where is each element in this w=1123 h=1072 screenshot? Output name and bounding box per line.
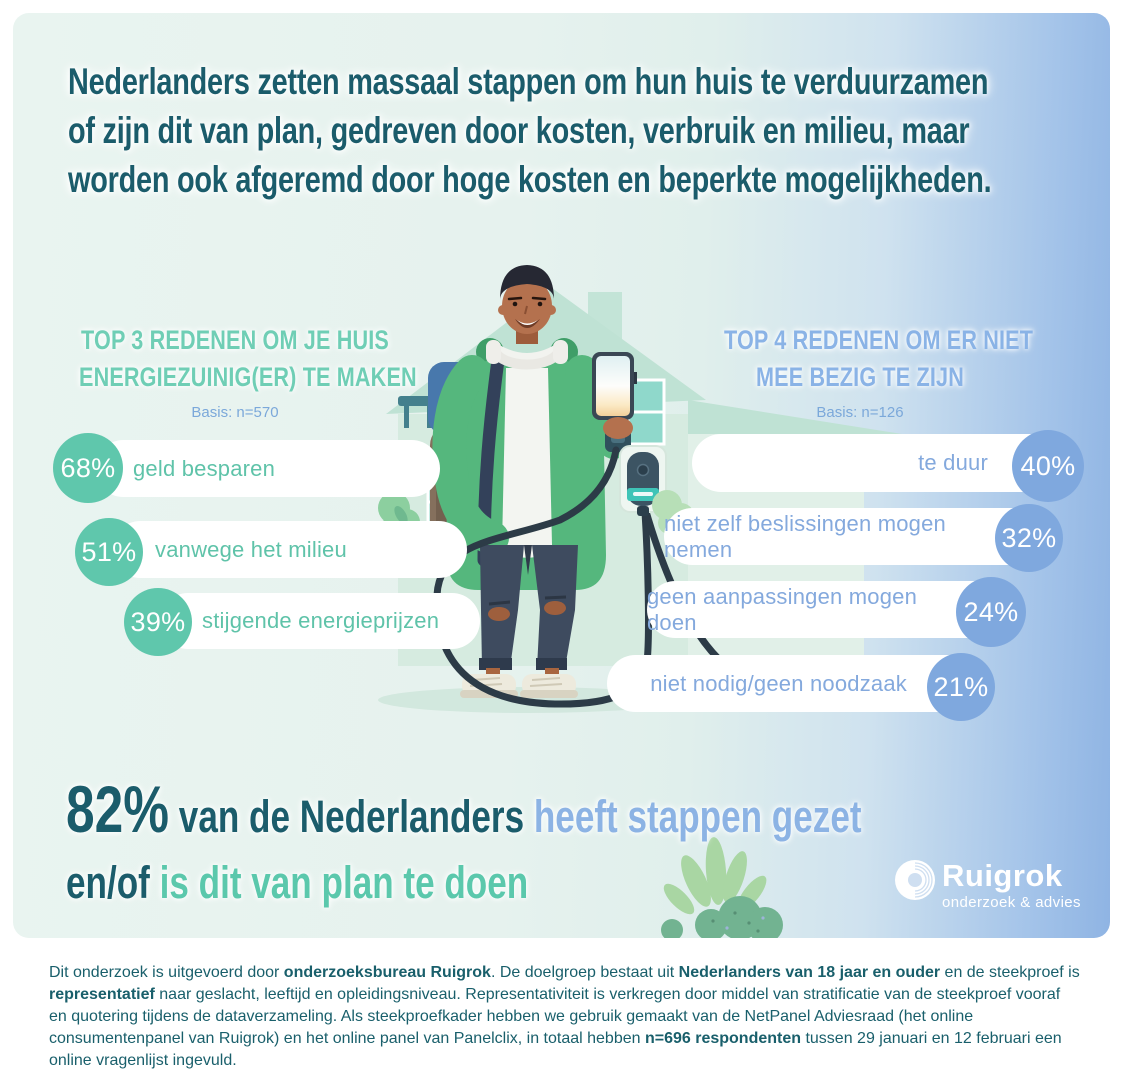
footnote-segment: . De doelgroep bestaat uit [490, 964, 679, 981]
headline-line-3: worden ook afgeremd door hoge kosten en … [68, 159, 992, 200]
percentage-value: 21% [933, 671, 989, 702]
smartphone-in-hand [592, 352, 637, 452]
percentage-bubble-right-3: 24% [956, 577, 1026, 647]
percentage-bubble-left-2: 51% [75, 518, 143, 586]
ruigrok-logo: Ruigrok onderzoek & advies [894, 859, 1081, 912]
conclusion-text-1: van de Nederlanders [178, 791, 525, 842]
headline-line-2: of zijn dit van plan, gedreven door kost… [68, 110, 970, 151]
footnote-segment-bold: representatief [49, 986, 155, 1003]
percentage-value: 40% [1020, 450, 1076, 481]
conclusion-text-3: en/of [66, 857, 150, 908]
methodology-footnote: Dit onderzoek is uitgevoerd door onderzo… [49, 962, 1081, 1072]
reason-label: geld besparen [133, 455, 276, 481]
percentage-value: 51% [81, 536, 137, 567]
reason-pill-left-3: stijgende energieprijzen [160, 593, 480, 649]
percentage-bubble-right-2: 32% [995, 504, 1063, 572]
headline-line-1: Nederlanders zetten massaal stappen om h… [68, 61, 989, 102]
reason-label: geen aanpassingen mogen doen [647, 583, 918, 635]
infographic-card: Nederlanders zetten massaal stappen om h… [13, 13, 1110, 938]
reason-label: stijgende energieprijzen [202, 608, 440, 633]
conclusion-percentage: 82% [66, 772, 170, 846]
left-heading-line-2: ENERGIEZUINIG(ER) TE MAKEN [79, 362, 417, 392]
conclusion-line-1: 82% van de Nederlanders heeft stappen ge… [66, 770, 862, 856]
footnote-segment-bold: Nederlanders van 18 jaar en ouder [678, 964, 941, 981]
logo-name: Ruigrok [942, 858, 1063, 893]
percentage-bubble-left-3: 39% [124, 588, 192, 656]
percentage-bubble-left-1: 68% [53, 433, 123, 503]
bushes-bottom-center [661, 837, 783, 938]
reason-pill-right-2: niet zelf beslissingen mogen nemen [664, 508, 1051, 565]
left-basis-label: Basis: n=570 [191, 404, 279, 421]
logo-tagline: onderzoek & advies [942, 894, 1081, 911]
reason-label: niet nodig/geen noodzaak [650, 670, 907, 696]
ruigrok-logo-icon [895, 860, 935, 900]
right-heading-line-2: MEE BEZIG TE ZIJN [756, 362, 964, 392]
ev-charger-wallbox [619, 445, 667, 516]
footnote-segment-bold: n=696 respondenten [644, 1030, 802, 1047]
percentage-bubble-right-1: 40% [1012, 430, 1084, 502]
reason-label: te duur [918, 450, 988, 475]
reason-pill-right-3: geen aanpassingen mogen doen [647, 581, 1021, 638]
footnote-segment: naar geslacht, leeftijd en opleidingsniv… [49, 986, 1061, 1047]
footnote-segment: Dit onderzoek is uitgevoerd door [49, 964, 284, 981]
footnote-segment: en de steekproef is [940, 964, 1080, 981]
percentage-value: 39% [130, 606, 186, 637]
footnote-segment: tussen 29 januari en 12 februari een onl… [49, 1030, 1062, 1069]
conclusion-text-2: heeft stappen gezet [533, 791, 862, 842]
left-section-heading: TOP 3 REDENEN OM JE HUIS ENERGIEZUINIG(E… [40, 322, 430, 396]
conclusion-line-2: en/of is dit van plan te doen [66, 856, 862, 910]
reason-pill-right-1: te duur [692, 434, 1062, 492]
left-heading-line-1: TOP 3 REDENEN OM JE HUIS [81, 325, 389, 355]
reason-label: niet zelf beslissingen mogen nemen [664, 510, 946, 562]
footnote-segment-bold: onderzoeksbureau Ruigrok [283, 964, 491, 981]
conclusion-text-4: is dit van plan te doen [159, 857, 529, 908]
conclusion-statement: 82% van de Nederlanders heeft stappen ge… [66, 770, 1086, 910]
right-basis-label: Basis: n=126 [816, 404, 904, 421]
percentage-value: 32% [1001, 522, 1057, 553]
percentage-bubble-right-4: 21% [927, 653, 995, 721]
ruigrok-logo-text: Ruigrok onderzoek & advies [942, 859, 1081, 912]
percentage-value: 68% [60, 452, 116, 483]
headline: Nederlanders zetten massaal stappen om h… [68, 57, 1068, 204]
percentage-value: 24% [963, 596, 1019, 627]
right-section-heading: TOP 4 REDENEN OM ER NIET MEE BEZIG TE ZI… [690, 322, 1034, 396]
reason-pill-left-2: vanwege het milieu [112, 521, 467, 578]
right-heading-line-1: TOP 4 REDENEN OM ER NIET [724, 325, 1034, 355]
reason-pill-left-1: geld besparen [95, 440, 440, 497]
reason-label: vanwege het milieu [155, 536, 347, 562]
